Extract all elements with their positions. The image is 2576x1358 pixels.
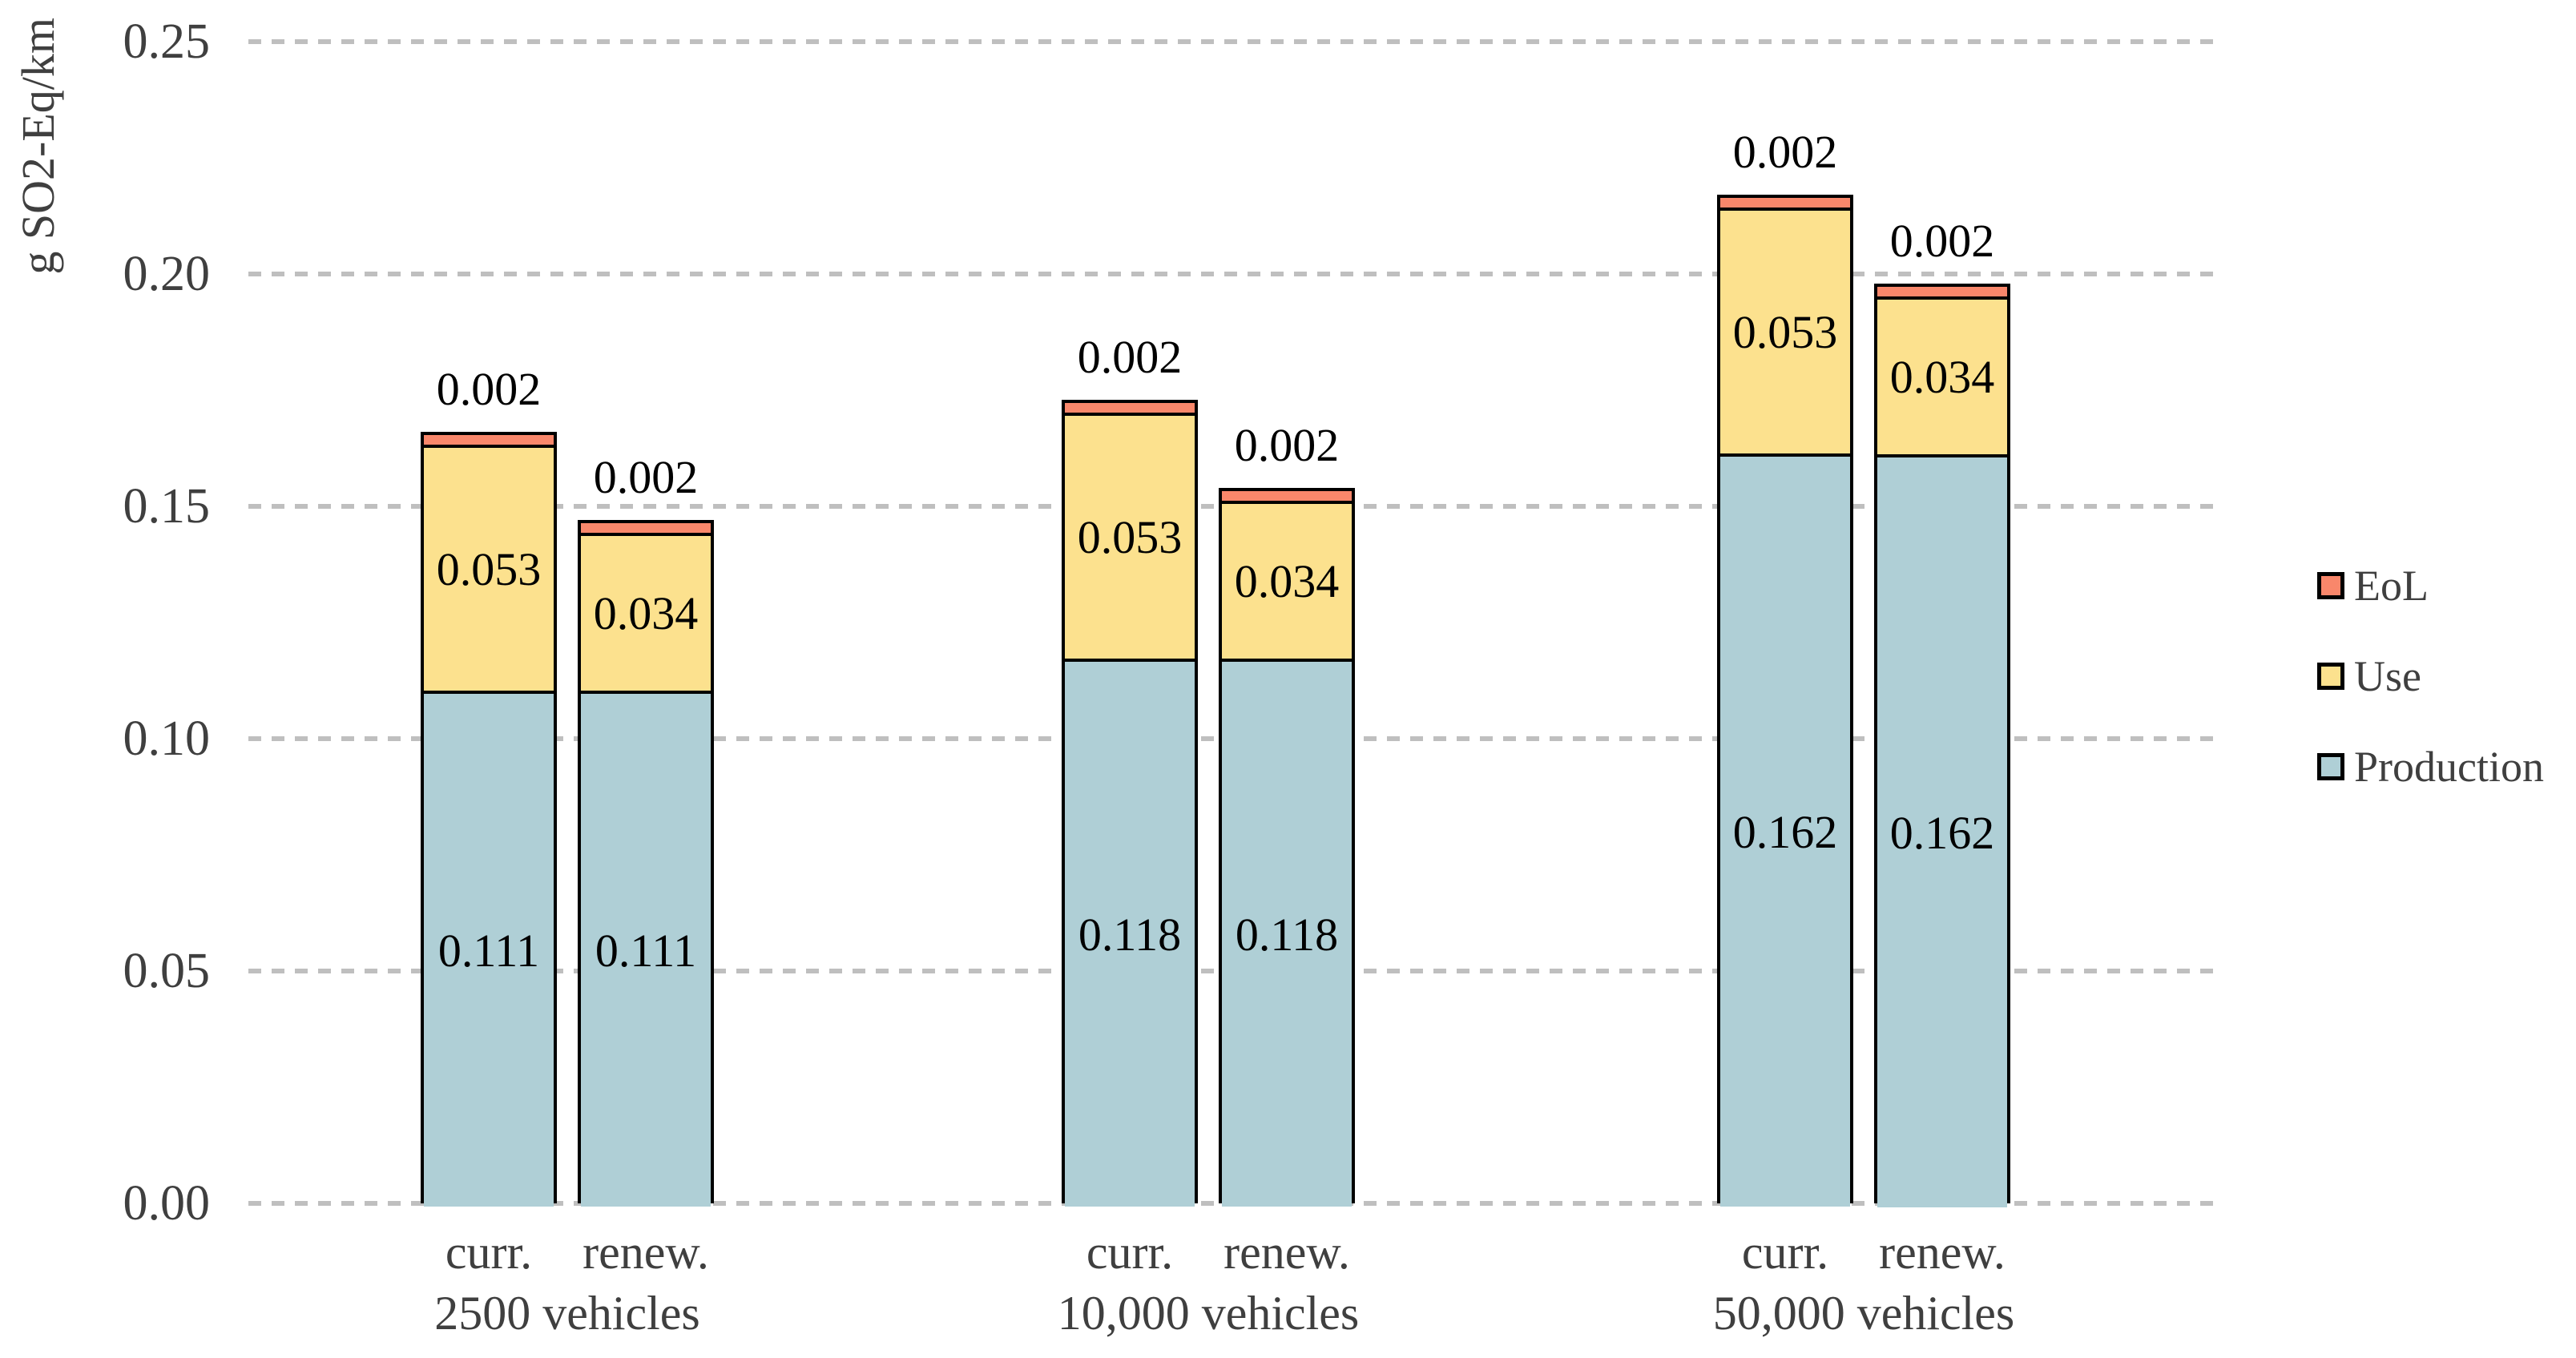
bar-segment-production: 0.162 [1720, 453, 1850, 1207]
bar-curr: 0.002 0.053 0.118 [1062, 333, 1198, 1207]
bar-value-label-eol: 0.002 [436, 363, 542, 415]
bar-value-label-use: 0.034 [1889, 351, 1995, 403]
legend-label-use: Use [2354, 652, 2421, 700]
bar-segment-eol [1720, 198, 1850, 208]
bar-value-label-eol: 0.002 [1077, 331, 1183, 383]
bar-segment-use: 0.034 [1877, 296, 2007, 454]
bar-segment-eol [1877, 287, 2007, 296]
bar-value-label-production: 0.111 [437, 924, 540, 977]
bar-segment-use: 0.053 [1720, 208, 1850, 453]
bar-segment-production: 0.118 [1065, 659, 1195, 1207]
bar-segment-eol [1065, 403, 1195, 413]
gridline [248, 39, 2218, 44]
legend-label-eol: EoL [2354, 562, 2429, 610]
bar-segment-use: 0.034 [1222, 501, 1352, 659]
bar-value-label-production: 0.118 [1235, 908, 1339, 961]
bar-segment-use: 0.053 [1065, 413, 1195, 659]
bar-value-label-production: 0.162 [1889, 806, 1995, 859]
bar-segment-use: 0.053 [424, 445, 554, 691]
category-label: renew. [583, 1226, 709, 1279]
y-tick-label: 0.10 [123, 711, 211, 766]
category-label: renew. [1879, 1226, 2006, 1279]
legend-swatch-eol [2317, 572, 2344, 599]
legend-swatch-production [2317, 753, 2344, 780]
legend-item-eol: EoL [2317, 562, 2544, 610]
bar-segment-production: 0.111 [581, 691, 711, 1207]
category-label: curr. [1741, 1226, 1829, 1279]
group-label: 2500 vehicles [434, 1287, 700, 1340]
bar-segment-eol [581, 523, 711, 533]
bar-value-label-eol: 0.002 [593, 451, 699, 503]
bar-value-label-production: 0.118 [1078, 908, 1182, 961]
bar-segment-eol [424, 435, 554, 445]
bar-segment-use: 0.034 [581, 533, 711, 691]
bar-value-label-production: 0.111 [595, 924, 697, 977]
bar-curr: 0.002 0.053 0.111 [421, 365, 557, 1207]
legend-swatch-use [2317, 663, 2344, 690]
bar-value-label-use: 0.034 [1234, 555, 1340, 607]
bar-segment-production: 0.111 [424, 691, 554, 1207]
legend-item-use: Use [2317, 652, 2544, 700]
bar-renew: 0.002 0.034 0.118 [1219, 421, 1355, 1207]
legend-label-production: Production [2354, 743, 2544, 791]
bar-segment-production: 0.118 [1222, 659, 1352, 1207]
category-label: renew. [1223, 1226, 1350, 1279]
bar-value-label-use: 0.034 [593, 587, 699, 639]
bar-segment-production: 0.162 [1877, 454, 2007, 1207]
bar-value-label-eol: 0.002 [1889, 215, 1995, 267]
legend-item-production: Production [2317, 743, 2544, 791]
legend: EoL Use Production [2317, 562, 2544, 791]
y-tick-label: 0.00 [123, 1176, 211, 1231]
y-tick-label: 0.05 [123, 944, 211, 998]
y-tick-label: 0.20 [123, 247, 211, 301]
y-tick-label: 0.15 [123, 479, 211, 534]
bar-value-label-eol: 0.002 [1732, 126, 1838, 178]
group-label: 50,000 vehicles [1712, 1287, 2015, 1340]
bar-segment-eol [1222, 491, 1352, 501]
category-label: curr. [445, 1226, 533, 1279]
bar-value-label-use: 0.053 [1077, 511, 1183, 563]
bar-value-label-use: 0.053 [1732, 306, 1838, 358]
gridline [248, 272, 2218, 276]
bar-value-label-production: 0.162 [1732, 805, 1838, 858]
y-tick-label: 0.25 [123, 14, 211, 69]
category-label: curr. [1086, 1226, 1174, 1279]
bar-value-label-eol: 0.002 [1234, 419, 1340, 471]
bar-renew: 0.002 0.034 0.111 [578, 453, 714, 1207]
bar-renew: 0.002 0.034 0.162 [1874, 217, 2010, 1207]
group-label: 10,000 vehicles [1057, 1287, 1360, 1340]
bar-curr: 0.002 0.053 0.162 [1717, 128, 1853, 1207]
bar-value-label-use: 0.053 [436, 543, 542, 595]
